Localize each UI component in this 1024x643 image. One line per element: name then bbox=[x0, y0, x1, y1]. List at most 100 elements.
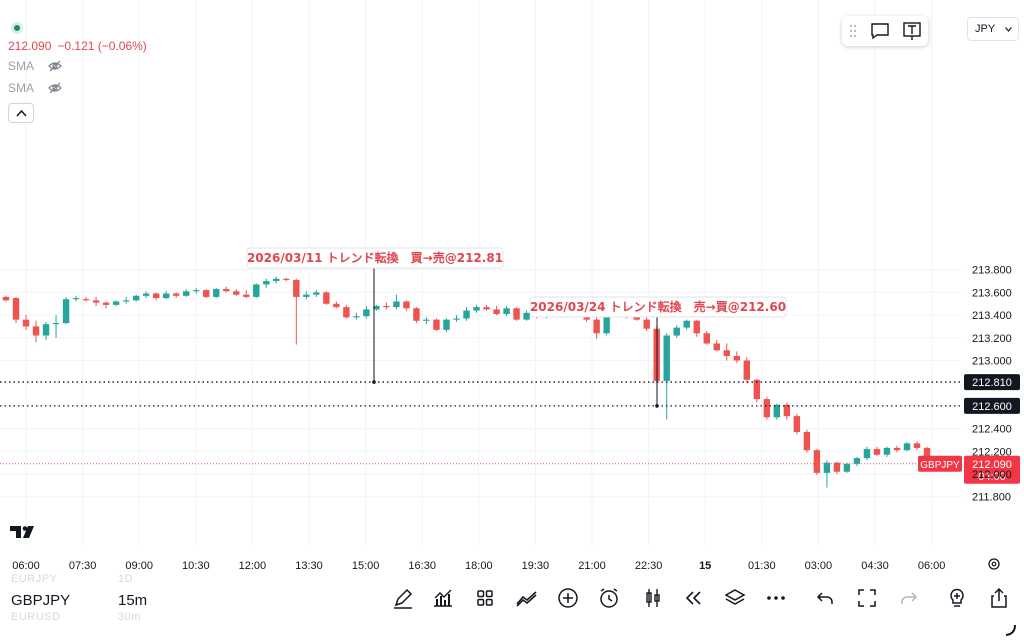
more-button[interactable] bbox=[763, 585, 789, 611]
object-tree-button[interactable] bbox=[722, 585, 748, 611]
chevron-up-icon bbox=[16, 109, 27, 117]
add-button[interactable] bbox=[555, 585, 581, 611]
candle bbox=[273, 276, 280, 284]
time-tick-label: 10:30 bbox=[182, 560, 210, 572]
undo-button[interactable] bbox=[812, 585, 838, 611]
time-tick-label: 09:00 bbox=[125, 560, 153, 572]
text-tool-icon[interactable] bbox=[902, 21, 922, 41]
indicator-sma-2[interactable]: SMA bbox=[8, 81, 34, 95]
price-axis: 213.800 213.600 213.400 213.200 213.000 212.4… bbox=[972, 265, 1012, 504]
replay-button[interactable] bbox=[680, 585, 706, 611]
candle-body bbox=[643, 319, 650, 329]
timeframe-selector[interactable]: 15m bbox=[118, 592, 148, 609]
indicators-icon bbox=[434, 589, 452, 607]
settings-gear-icon[interactable] bbox=[988, 558, 1000, 570]
ideas-button[interactable] bbox=[944, 585, 970, 611]
annotation-callout[interactable]: 2026/03/24 トレンド転換 売→買@212.60 bbox=[529, 296, 787, 408]
candle-body bbox=[473, 307, 480, 311]
candle bbox=[763, 396, 771, 420]
time-tick-label: 06:00 bbox=[12, 560, 40, 572]
candle bbox=[673, 325, 680, 338]
drag-handle-icon[interactable] bbox=[849, 24, 857, 38]
candle-body bbox=[863, 449, 871, 459]
candle bbox=[22, 315, 30, 330]
candle-body bbox=[813, 450, 821, 473]
line-price-label: 212.810 bbox=[972, 377, 1012, 389]
time-tick-label: 06:00 bbox=[918, 560, 946, 572]
candle bbox=[152, 292, 160, 301]
candle-body bbox=[413, 308, 420, 321]
candle bbox=[283, 277, 290, 282]
candle-body bbox=[673, 327, 680, 336]
chevron-down-icon bbox=[1005, 27, 1012, 32]
candle bbox=[433, 318, 440, 331]
currency-select[interactable]: JPY bbox=[967, 17, 1019, 41]
annotation-callout[interactable]: 2026/03/11 トレンド転換 買→売@212.81 bbox=[246, 247, 504, 384]
candle-body bbox=[102, 302, 110, 305]
candle-body bbox=[683, 320, 690, 328]
layout-button[interactable] bbox=[472, 585, 498, 611]
candle-body bbox=[423, 319, 430, 321]
candle bbox=[693, 319, 700, 337]
collapse-legend-button[interactable] bbox=[8, 103, 34, 123]
indicator-sma-1[interactable]: SMA bbox=[8, 59, 34, 73]
candle bbox=[863, 446, 871, 461]
candle bbox=[523, 310, 530, 321]
candle bbox=[913, 441, 921, 451]
more-dots-icon bbox=[767, 596, 785, 600]
legend-price: 212.090 bbox=[8, 39, 52, 53]
draw-tool-button[interactable] bbox=[390, 585, 416, 611]
candle bbox=[353, 312, 360, 320]
candle bbox=[443, 318, 450, 333]
indicators-button[interactable] bbox=[430, 585, 456, 611]
candle-body bbox=[763, 399, 771, 418]
time-tick-label: 19:30 bbox=[522, 560, 550, 572]
alert-button[interactable] bbox=[596, 585, 622, 611]
fullscreen-icon bbox=[858, 589, 876, 607]
candle bbox=[52, 315, 60, 338]
hidden-eye-icon[interactable] bbox=[48, 81, 62, 95]
fullscreen-button[interactable] bbox=[854, 585, 880, 611]
candle-body bbox=[783, 404, 791, 417]
candle bbox=[223, 286, 230, 293]
candle-body bbox=[903, 443, 911, 451]
price-tick-label: 213.600 bbox=[972, 287, 1012, 299]
candle-body bbox=[253, 284, 260, 297]
candle-body bbox=[142, 293, 150, 296]
tradingview-logo[interactable] bbox=[10, 526, 34, 538]
candle-body bbox=[883, 447, 891, 455]
share-icon bbox=[991, 587, 1007, 608]
candle-body bbox=[363, 309, 370, 317]
bottom-toolbar: EURJPY 1D GBPJPY 15m EURUSD 30m bbox=[0, 573, 1024, 643]
candle bbox=[853, 456, 861, 467]
chart-grid bbox=[0, 0, 962, 545]
candle-body bbox=[703, 333, 710, 344]
candle-body bbox=[203, 290, 210, 297]
time-tick-label: 15 bbox=[699, 560, 711, 572]
candle bbox=[393, 294, 400, 310]
candle-body bbox=[823, 462, 831, 473]
candle-body bbox=[162, 293, 170, 299]
price-tick-label: 213.000 bbox=[972, 356, 1012, 368]
hidden-eye-icon[interactable] bbox=[48, 59, 62, 73]
compare-button[interactable] bbox=[514, 585, 540, 611]
candle-body bbox=[493, 309, 500, 314]
candle bbox=[373, 304, 380, 311]
redo-button[interactable] bbox=[896, 585, 922, 611]
share-button[interactable] bbox=[986, 585, 1012, 611]
candle-body bbox=[443, 319, 450, 330]
comment-icon[interactable] bbox=[870, 21, 890, 41]
candle-body bbox=[383, 306, 390, 308]
candle-body bbox=[603, 309, 610, 334]
candle bbox=[793, 413, 801, 435]
candle-body bbox=[523, 312, 530, 320]
candle-body bbox=[193, 290, 200, 292]
annotation-box bbox=[529, 296, 787, 318]
candle bbox=[253, 283, 260, 299]
symbol-selector[interactable]: GBPJPY bbox=[11, 592, 71, 609]
time-tick-label: 13:30 bbox=[295, 560, 323, 572]
candle-body bbox=[223, 288, 230, 292]
candles bbox=[2, 276, 931, 488]
chart-type-button[interactable] bbox=[640, 585, 666, 611]
